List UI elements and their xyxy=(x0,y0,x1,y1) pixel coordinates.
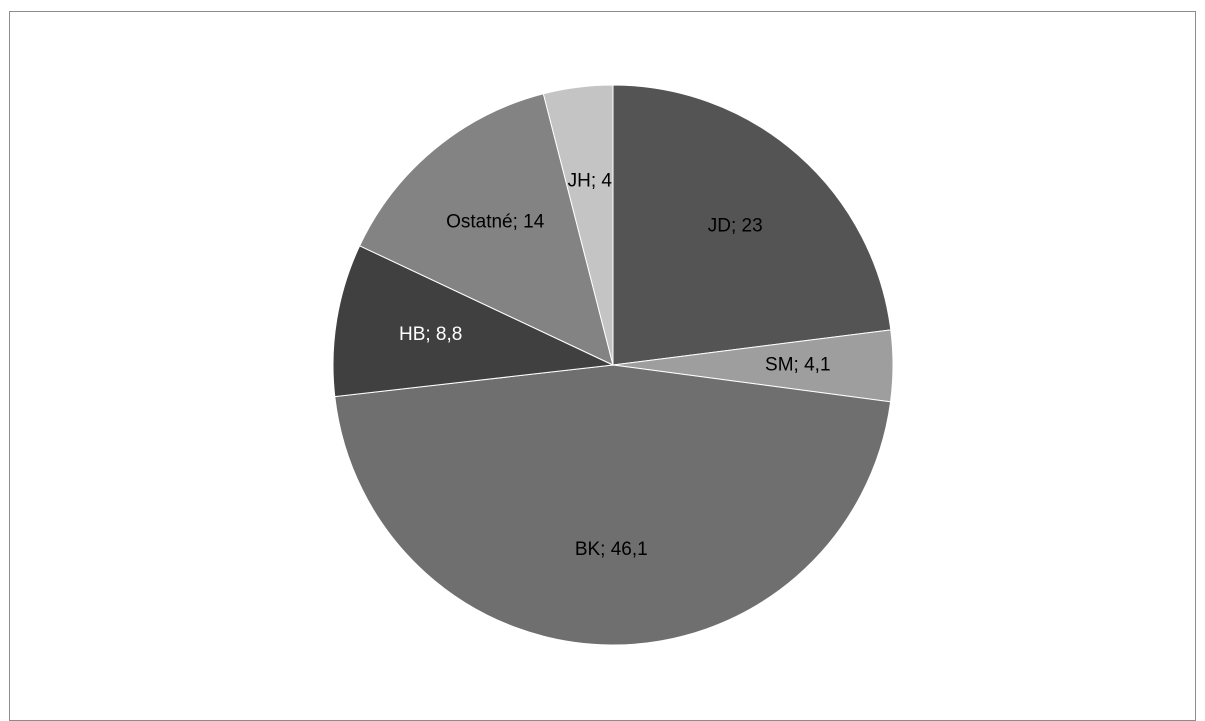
data-label-sm: SM; 4,1 xyxy=(765,355,830,376)
data-label-ostatné: Ostatné; 14 xyxy=(446,212,545,233)
data-label-hb: HB; 8,8 xyxy=(399,324,462,345)
pie-slice-ostatné xyxy=(358,93,614,366)
pie-slice-bk xyxy=(334,364,892,646)
data-label-jh: JH; 4 xyxy=(568,171,613,192)
pie-slice-jd xyxy=(612,84,892,366)
pie-slices xyxy=(332,84,894,646)
data-label-jd: JD; 23 xyxy=(708,215,763,236)
pie-labels: JD; 23 SM; 4,1 BK; 46,1 HB; 8,8 Ostatné; 14 J… xyxy=(399,171,831,560)
pie-slice-hb xyxy=(332,245,615,398)
pie-slice-jh xyxy=(542,84,614,366)
data-label-bk: BK; 46,1 xyxy=(575,539,648,560)
